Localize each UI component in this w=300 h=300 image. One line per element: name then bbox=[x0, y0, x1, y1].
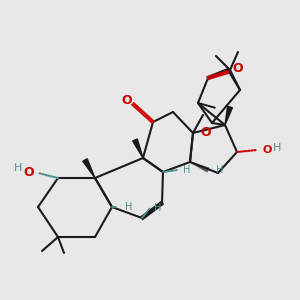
Text: H: H bbox=[273, 143, 281, 153]
Text: H: H bbox=[14, 163, 22, 173]
Text: O: O bbox=[233, 62, 243, 76]
Text: O: O bbox=[122, 94, 132, 106]
Text: H: H bbox=[216, 165, 224, 175]
Polygon shape bbox=[190, 162, 209, 172]
Polygon shape bbox=[225, 106, 232, 125]
Text: O: O bbox=[24, 166, 34, 178]
Text: H: H bbox=[154, 203, 161, 213]
Text: O: O bbox=[201, 125, 211, 139]
Polygon shape bbox=[133, 139, 143, 158]
Text: H: H bbox=[125, 202, 132, 212]
Text: H: H bbox=[183, 165, 190, 175]
Polygon shape bbox=[83, 159, 95, 178]
Text: O: O bbox=[262, 145, 272, 155]
